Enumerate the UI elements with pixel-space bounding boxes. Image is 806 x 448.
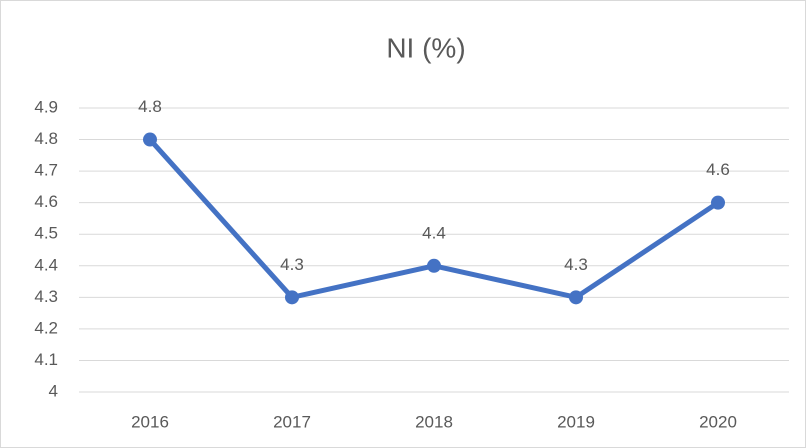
y-tick-label: 4.5 <box>34 224 58 243</box>
y-tick-label: 4.4 <box>34 255 58 274</box>
data-label: 4.8 <box>138 97 162 116</box>
marker <box>427 258 441 273</box>
marker <box>143 132 157 147</box>
marker <box>569 290 583 305</box>
x-tick-label: 2020 <box>699 412 737 431</box>
x-tick-label: 2018 <box>415 412 453 431</box>
marker <box>285 290 299 305</box>
x-tick-label: 2017 <box>273 412 311 431</box>
data-label: 4.3 <box>564 255 588 274</box>
y-tick-label: 4 <box>49 381 58 400</box>
y-tick-label: 4.9 <box>34 97 58 116</box>
y-tick-label: 4.3 <box>34 287 58 306</box>
y-tick-label: 4.6 <box>34 192 58 211</box>
y-tick-label: 4.8 <box>34 129 58 148</box>
y-tick-label: 4.1 <box>34 350 58 369</box>
x-tick-label: 2019 <box>557 412 595 431</box>
data-label: 4.6 <box>706 160 730 179</box>
chart-title: NI (%) <box>386 32 465 63</box>
y-tick-label: 4.2 <box>34 318 58 337</box>
marker <box>711 195 725 210</box>
data-label: 4.3 <box>280 255 304 274</box>
x-tick-label: 2016 <box>131 412 169 431</box>
y-tick-label: 4.7 <box>34 161 58 180</box>
data-label: 4.4 <box>422 223 446 242</box>
